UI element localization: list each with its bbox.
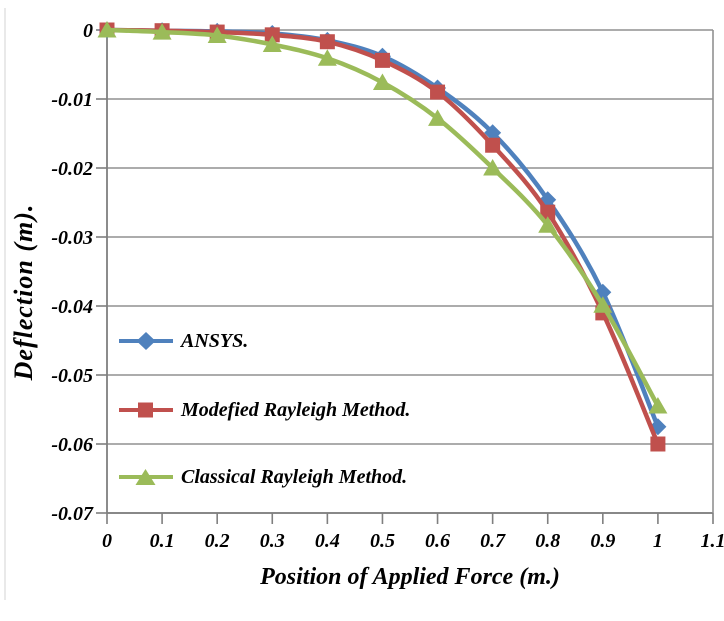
data-point-1-7 — [485, 137, 501, 153]
data-point-2-2 — [207, 26, 227, 44]
x-tick-label: 1.1 — [701, 530, 724, 552]
data-point-2-3 — [262, 35, 282, 52]
x-tick-label: 0.2 — [205, 530, 230, 552]
data-point-2-4 — [317, 49, 337, 66]
x-tick-label: 0 — [102, 530, 112, 552]
x-axis-title: Position of Applied Force (m.) — [260, 564, 560, 590]
diamond-marker-icon — [136, 332, 156, 350]
square-marker-icon — [138, 402, 153, 418]
y-tick-label: -0.05 — [51, 365, 93, 387]
diamond-series-legend-icon — [119, 332, 173, 350]
y-tick-label: -0.01 — [51, 89, 93, 111]
y-tick-label: -0.02 — [51, 158, 93, 180]
data-point-2-0 — [97, 21, 117, 38]
x-tick-label: 0.4 — [315, 530, 340, 552]
data-point-1-5 — [374, 52, 390, 68]
data-point-1-10 — [650, 436, 666, 452]
y-tick-label: -0.03 — [51, 227, 93, 249]
legend-label-ansys: ANSYS. — [181, 329, 249, 352]
x-tick-label: 0.9 — [590, 530, 615, 552]
data-point-2-7 — [483, 159, 503, 176]
x-tick-label: 1 — [653, 530, 663, 552]
series-line-2 — [104, 27, 661, 409]
legend-label-modefied-rayleigh: Modefied Rayleigh Method. — [181, 398, 411, 421]
x-tick-label: 0.8 — [535, 530, 560, 552]
data-point-1-6 — [430, 84, 446, 100]
data-point-0-7 — [484, 124, 502, 142]
x-tick-label: 0.5 — [370, 530, 395, 552]
legend-entry-modefied-rayleigh: Modefied Rayleigh Method. — [118, 398, 410, 422]
data-point-2-9 — [593, 296, 613, 313]
data-point-2-5 — [372, 73, 392, 90]
data-point-2-10 — [648, 397, 668, 414]
figure-edge-shadow — [4, 8, 6, 600]
x-tick-label: 0.7 — [480, 530, 506, 552]
y-tick-label: -0.06 — [51, 434, 93, 456]
x-tick-label: 0.1 — [150, 530, 175, 552]
y-tick-label: -0.04 — [51, 296, 93, 318]
triangle-series-legend-icon — [119, 469, 173, 485]
triangle-marker-icon — [135, 469, 156, 485]
y-tick-label: -0.07 — [51, 503, 94, 525]
data-point-1-8 — [540, 204, 556, 220]
legend-entry-ansys: ANSYS. — [118, 329, 248, 353]
data-point-1-3 — [264, 27, 280, 43]
data-point-1-4 — [319, 34, 335, 50]
legend-entry-classical-rayleigh: Classical Rayleigh Method. — [118, 465, 407, 489]
data-point-2-6 — [428, 109, 448, 126]
x-tick-label: 0.3 — [260, 530, 285, 552]
y-tick-label: 0 — [83, 20, 93, 42]
data-point-2-1 — [152, 23, 172, 40]
legend-label-classical-rayleigh: Classical Rayleigh Method. — [181, 465, 408, 488]
y-axis-title: Deflection (m). — [9, 203, 38, 381]
data-point-2-8 — [538, 216, 558, 233]
square-series-legend-icon — [119, 402, 173, 418]
x-tick-label: 0.6 — [425, 530, 450, 552]
